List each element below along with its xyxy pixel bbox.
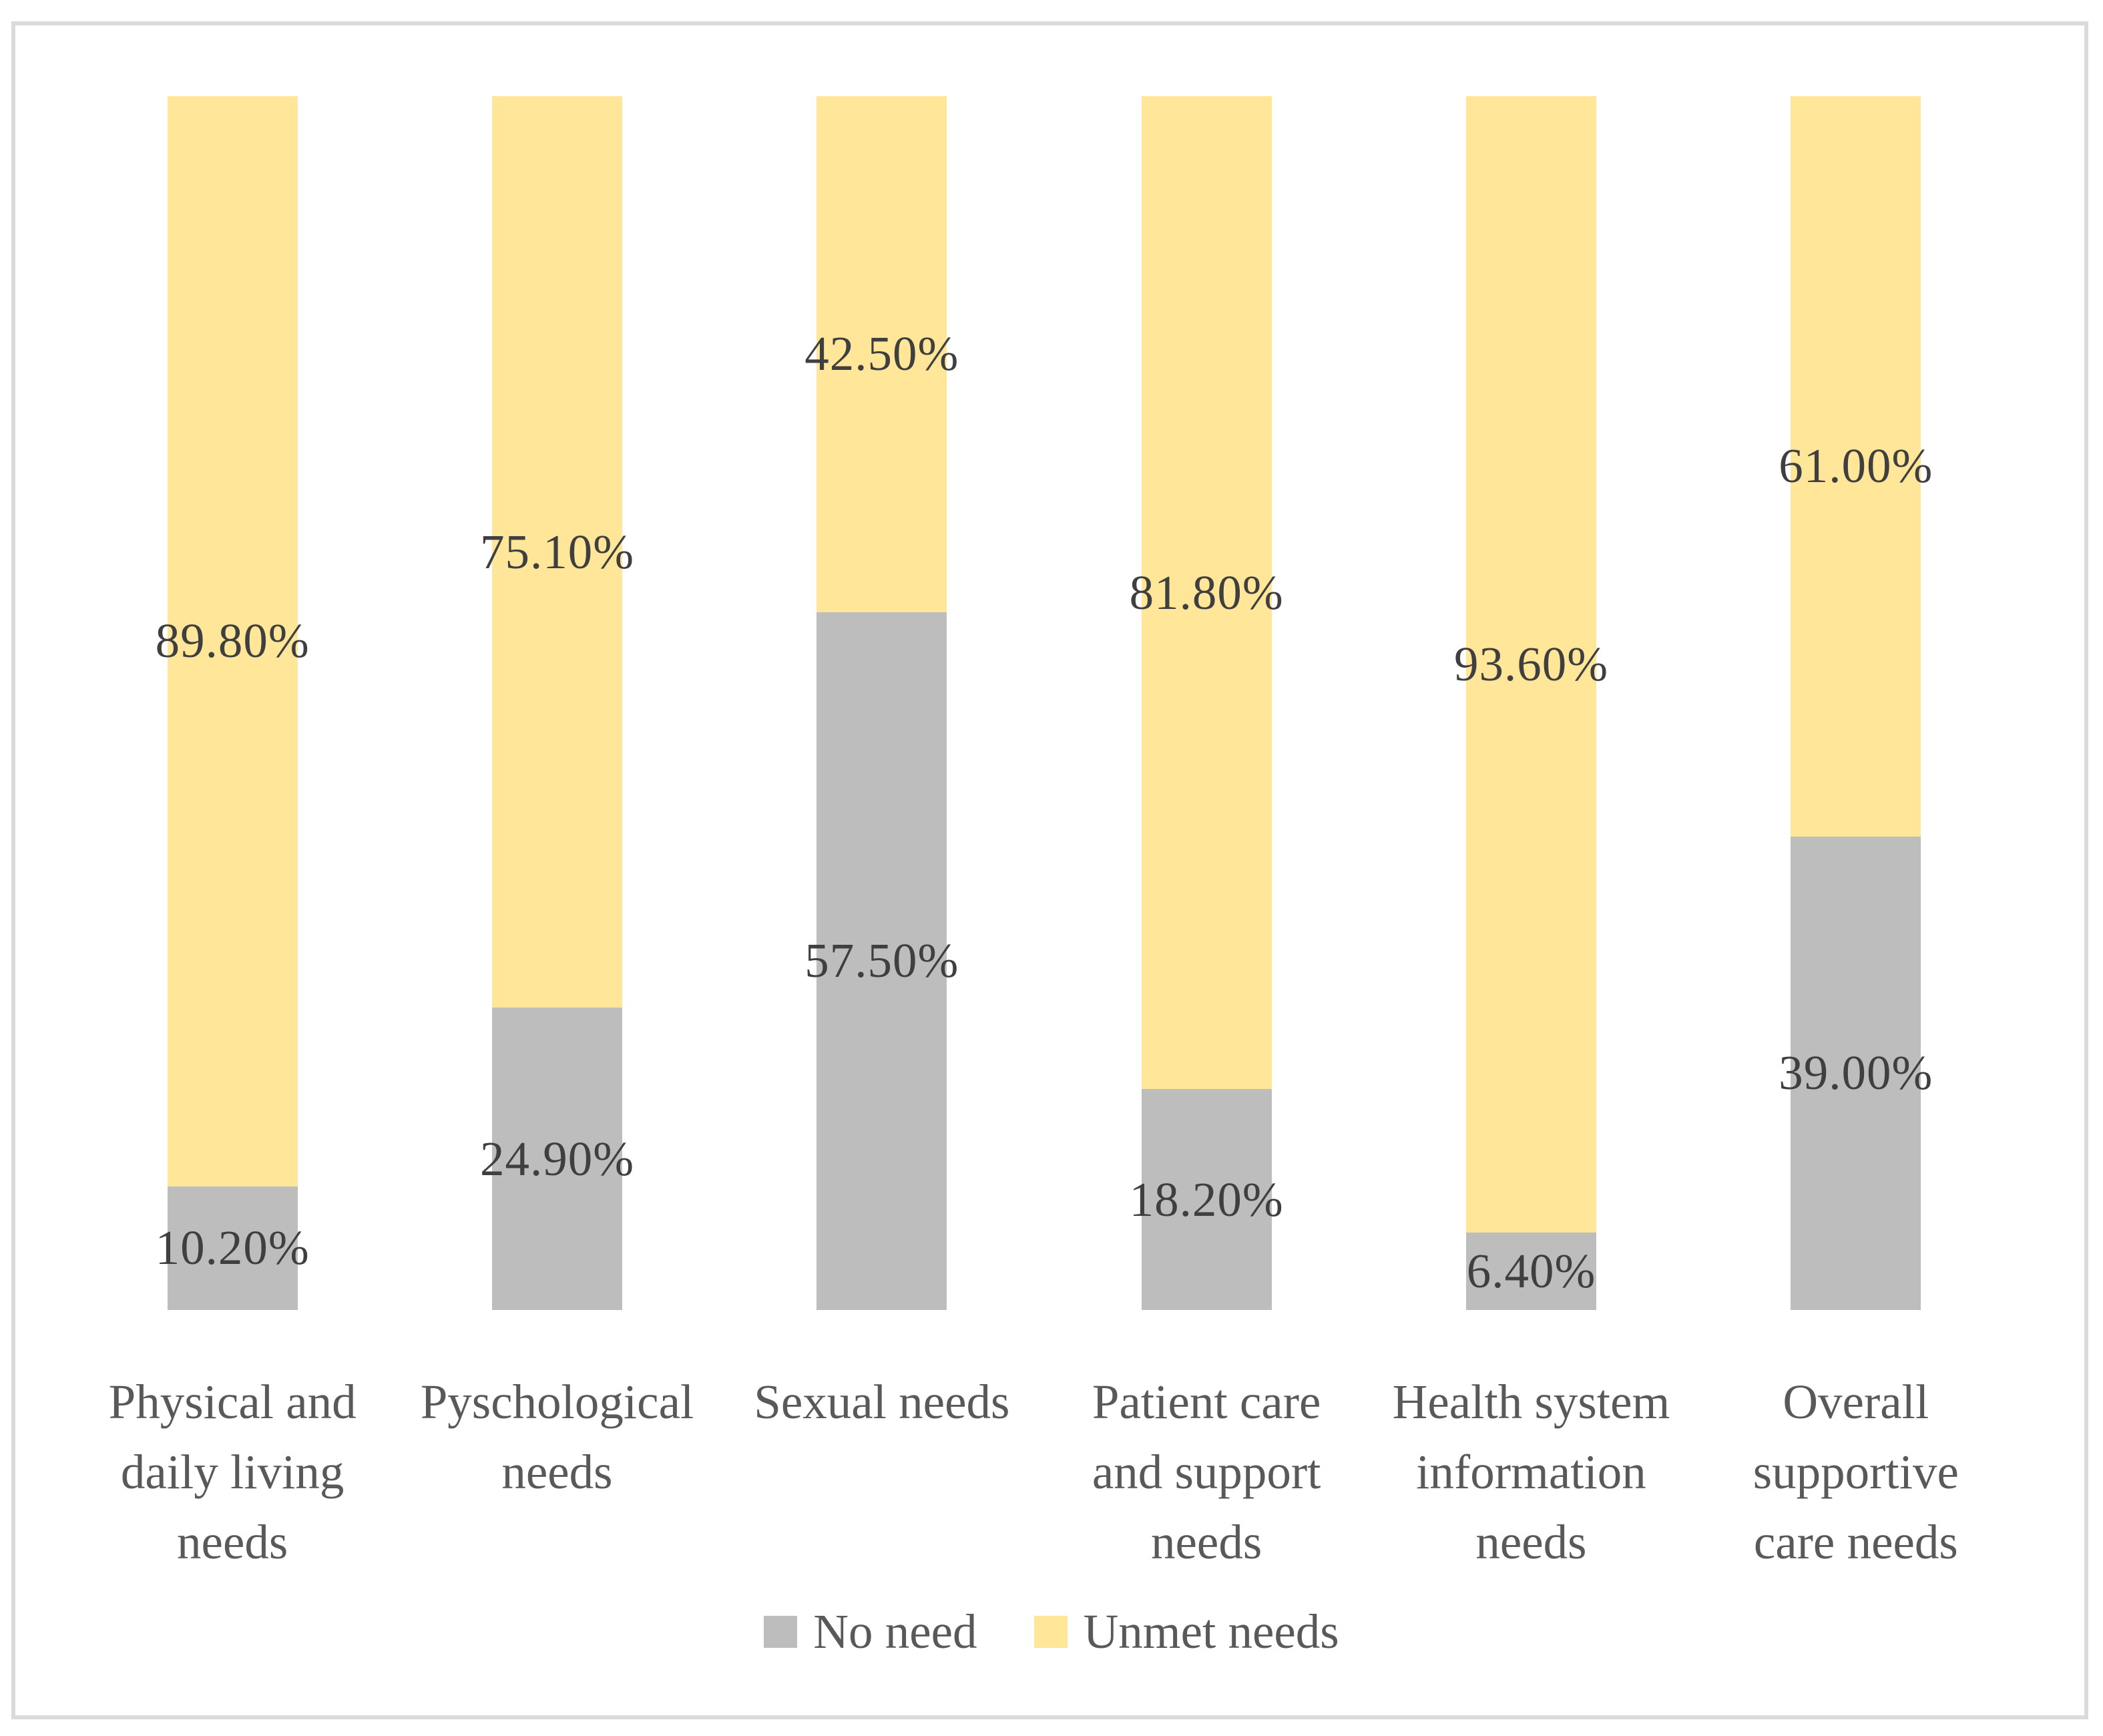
bar-column-5: 93.60% 6.40% bbox=[1369, 96, 1693, 1310]
category-label-6: Overallsupportivecare needs bbox=[1694, 1367, 2018, 1577]
legend-item-no-need: No need bbox=[764, 1604, 977, 1660]
value-label-unmet-needs: 75.10% bbox=[480, 524, 634, 580]
category-axis-labels: Physical anddaily livingneedsPyschologic… bbox=[70, 1367, 2018, 1577]
bar-column-3: 42.50% 57.50% bbox=[720, 96, 1044, 1310]
value-label-no-need: 24.90% bbox=[480, 1131, 634, 1187]
legend-label-no-need: No need bbox=[813, 1604, 977, 1660]
value-label-no-need: 10.20% bbox=[156, 1220, 310, 1276]
stacked-bar-4: 81.80%18.20% bbox=[1142, 96, 1272, 1310]
value-label-no-need: 57.50% bbox=[804, 933, 959, 989]
bar-column-4: 81.80% 18.20% bbox=[1044, 96, 1369, 1310]
value-label-unmet-needs: 93.60% bbox=[1454, 636, 1608, 692]
value-label-unmet-needs: 81.80% bbox=[1130, 565, 1284, 621]
stacked-bar-1: 89.80%10.20% bbox=[168, 96, 298, 1310]
bar-column-2: 75.10% 24.90% bbox=[395, 96, 719, 1310]
legend-swatch-unmet-needs bbox=[1034, 1616, 1068, 1648]
category-label-2: Pyschologicalneeds bbox=[395, 1367, 719, 1577]
value-label-unmet-needs: 89.80% bbox=[156, 613, 310, 669]
bar-column-6: 61.00% 39.00% bbox=[1694, 96, 2018, 1310]
plot-area: 89.80% 10.20% 75.10% 24.90% 42.50% 57.50% 81.8… bbox=[70, 96, 2018, 1310]
bar-column-1: 89.80% 10.20% bbox=[70, 96, 395, 1310]
legend-swatch-no-need bbox=[764, 1616, 797, 1648]
category-label-1: Physical anddaily livingneeds bbox=[70, 1367, 395, 1577]
stacked-bar-3: 42.50%57.50% bbox=[816, 96, 947, 1310]
chart-figure: 89.80% 10.20% 75.10% 24.90% 42.50% 57.50% 81.8… bbox=[0, 0, 2103, 1736]
legend-item-unmet-needs: Unmet needs bbox=[1034, 1604, 1339, 1660]
category-label-5: Health systeminformationneeds bbox=[1369, 1367, 1693, 1577]
value-label-unmet-needs: 61.00% bbox=[1779, 438, 1933, 494]
value-label-no-need: 39.00% bbox=[1779, 1045, 1933, 1101]
legend: No need Unmet needs bbox=[0, 1604, 2103, 1660]
category-label-4: Patient careand supportneeds bbox=[1044, 1367, 1369, 1577]
stacked-bar-6: 61.00%39.00% bbox=[1791, 96, 1921, 1310]
category-label-3: Sexual needs bbox=[720, 1367, 1044, 1577]
stacked-bar-2: 75.10%24.90% bbox=[492, 96, 622, 1310]
legend-label-unmet-needs: Unmet needs bbox=[1084, 1604, 1339, 1660]
stacked-bar-5: 93.60%6.40% bbox=[1466, 96, 1596, 1310]
value-label-unmet-needs: 42.50% bbox=[804, 326, 959, 382]
value-label-no-need: 6.40% bbox=[1467, 1243, 1596, 1299]
value-label-no-need: 18.20% bbox=[1130, 1172, 1284, 1228]
